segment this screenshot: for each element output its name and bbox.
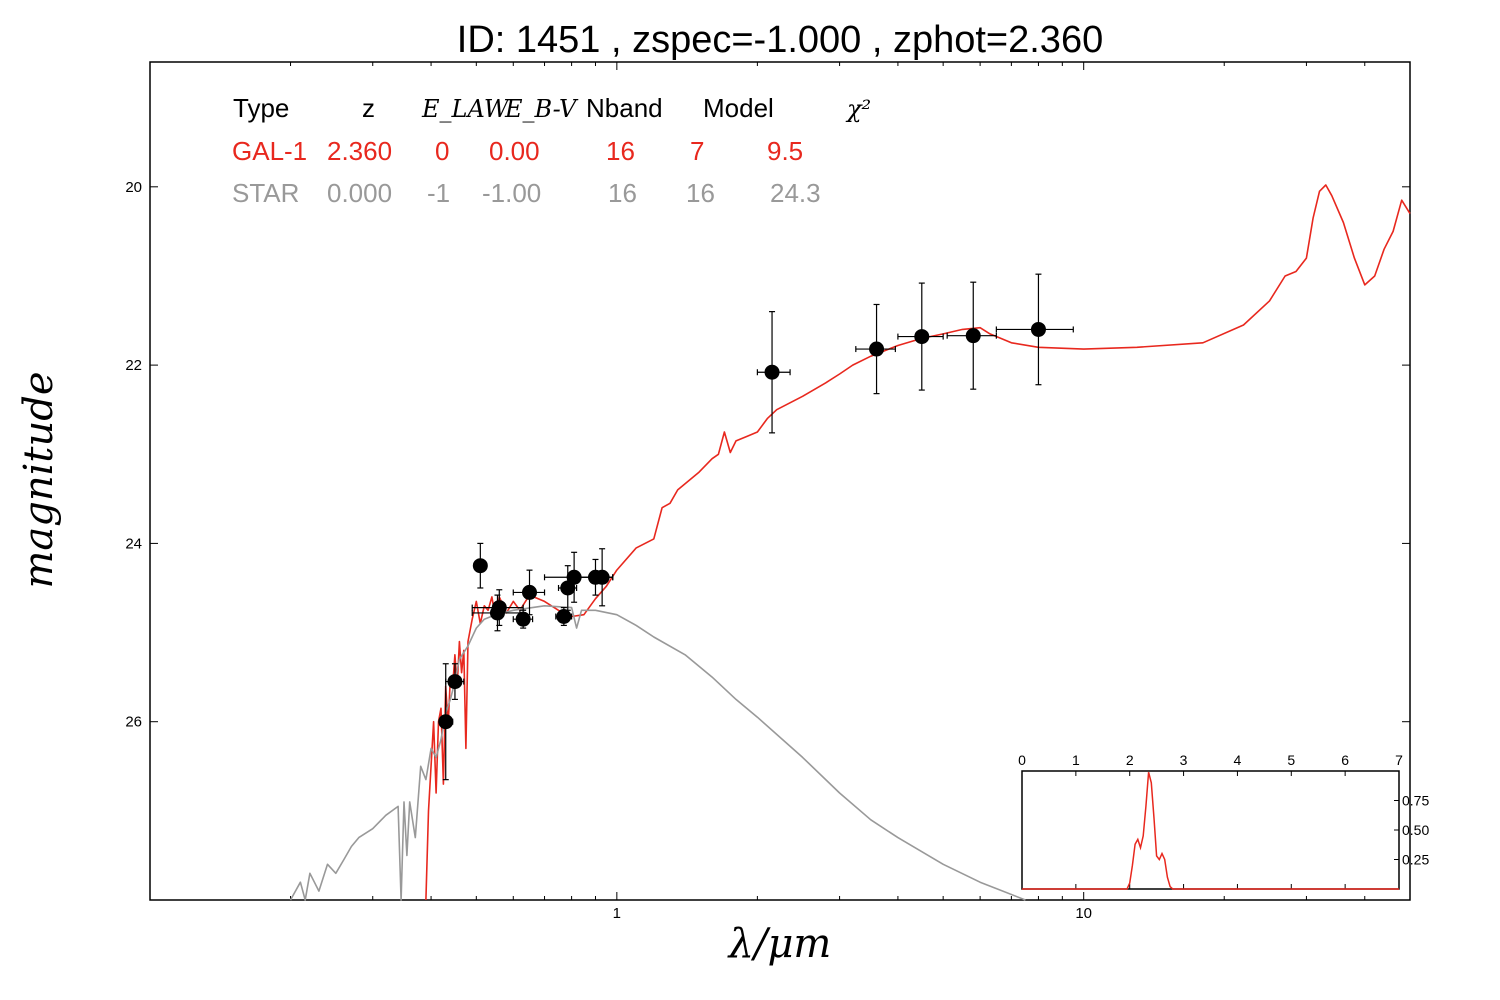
y-axis: 20 22 24 26 (125, 179, 1410, 731)
chart-title: ID: 1451 , zspec=-1.000 , zphot=2.360 (457, 19, 1103, 61)
data-point (522, 584, 538, 600)
gal-chi2: 9.5 (767, 136, 803, 166)
y-tick-label: 24 (125, 535, 142, 552)
observed-points (438, 273, 1074, 781)
data-point (914, 329, 930, 345)
table-header-ebv: E_B-V (504, 95, 579, 123)
gal-ebv: 0.00 (489, 136, 540, 166)
star-type: STAR (232, 178, 299, 208)
inset-x-tick-label: 1 (1072, 752, 1080, 768)
inset-frame (1021, 770, 1400, 890)
table-header-elaw: E_LAW (421, 95, 511, 123)
gal-elaw: 0 (435, 136, 449, 166)
fit-table: Type z E_LAW E_B-V Nband Model χ² GAL-1 … (232, 93, 871, 208)
table-row-star: STAR 0.000 -1 -1.00 16 16 24.3 (232, 178, 821, 208)
x-tick-label: 10 (1075, 905, 1092, 922)
star-model: 16 (686, 178, 715, 208)
data-point (566, 569, 582, 585)
table-header-model: Model (703, 93, 774, 123)
inset-x-tick-label: 4 (1234, 752, 1242, 768)
star-z: 0.000 (327, 178, 392, 208)
data-point (438, 714, 454, 730)
table-row-gal: GAL-1 2.360 0 0.00 16 7 9.5 (232, 136, 803, 166)
x-axis-label: λ/μm (727, 921, 832, 967)
inset-pdz-line (1022, 772, 1399, 890)
series-line-star (289, 605, 1026, 901)
data-point (515, 611, 531, 627)
table-header-nband: Nband (586, 93, 663, 123)
y-axis-label: magnitude (16, 371, 62, 588)
table-header-chi2: χ² (845, 95, 871, 123)
data-point (491, 600, 507, 616)
gal-model: 7 (690, 136, 704, 166)
series-line-gal-1 (425, 184, 1411, 901)
y-tick-label: 22 (125, 357, 142, 374)
table-header-z: z (362, 93, 375, 123)
inset-y-tick-label: 0.25 (1402, 852, 1429, 868)
data-point (472, 558, 488, 574)
inset-x-tick-label: 0 (1018, 752, 1026, 768)
y-tick-label: 20 (125, 179, 142, 196)
data-point (869, 341, 885, 357)
inset-x-tick-label: 5 (1287, 752, 1295, 768)
table-header-type: Type (233, 93, 289, 123)
data-point (556, 609, 572, 625)
data-point (965, 328, 981, 344)
data-point (447, 674, 463, 690)
gal-z: 2.360 (327, 136, 392, 166)
y-tick-label: 26 (125, 714, 142, 731)
x-tick-label: 1 (613, 905, 621, 922)
gal-nband: 16 (606, 136, 635, 166)
inset-x-tick-label: 6 (1341, 752, 1349, 768)
pdz-inset: 0 1 2 3 4 5 6 7 0.25 0.50 0.75 (1018, 752, 1429, 890)
x-axis: 1 10 (149, 62, 1411, 922)
inset-content: 0 1 2 3 4 5 6 7 0.25 0.50 0.75 (1018, 752, 1429, 890)
star-ebv: -1.00 (482, 178, 541, 208)
inset-x-tick-label: 7 (1395, 752, 1403, 768)
data-point (764, 364, 780, 380)
star-chi2: 24.3 (770, 178, 821, 208)
inset-x-tick-label: 3 (1180, 752, 1188, 768)
data-point (594, 569, 610, 585)
inset-y-tick-label: 0.50 (1402, 822, 1429, 838)
gal-type: GAL-1 (232, 136, 307, 166)
inset-y-tick-label: 0.75 (1402, 793, 1429, 809)
data-point (1030, 321, 1046, 337)
star-elaw: -1 (427, 178, 450, 208)
inset-x-tick-label: 2 (1126, 752, 1134, 768)
star-nband: 16 (608, 178, 637, 208)
plot-frame (149, 61, 1411, 901)
